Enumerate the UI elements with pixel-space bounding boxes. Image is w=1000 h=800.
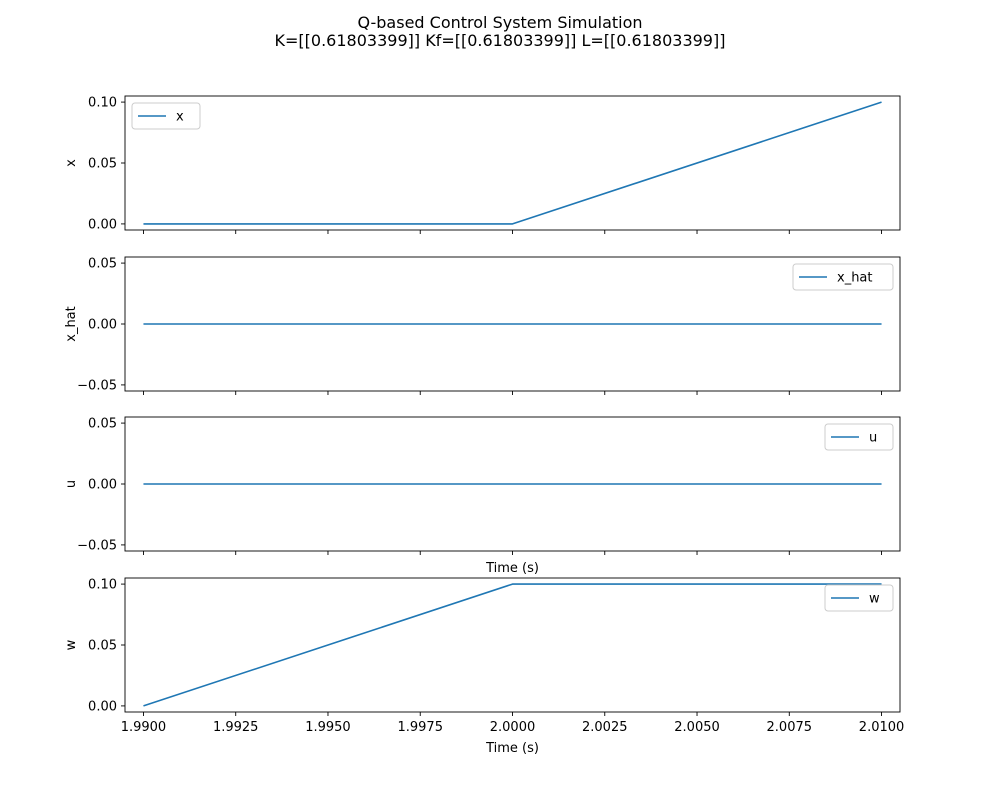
x-axis-label: Time (s): [485, 741, 539, 756]
x-tick-label: 2.0075: [767, 720, 813, 735]
subplots: 0.000.050.10xx−0.050.000.05x_hatx_hat−0.…: [64, 95, 905, 756]
series-line-w: [143, 583, 882, 707]
legend-label: w: [869, 592, 880, 607]
legend-box: [792, 263, 894, 291]
subplot-3: −0.05 0.00 0.05 u Time (s) u: [64, 416, 901, 576]
series-line-x: [143, 101, 882, 225]
chart-title: Q-based Control System Simulation: [357, 13, 642, 32]
y-axis-label: x: [64, 159, 79, 167]
x-tick-label: 2.0050: [674, 720, 720, 735]
y-axis-label: u: [64, 480, 79, 488]
x-tick-label: 1.9975: [397, 720, 443, 735]
subplot-4: 0.00 0.05 0.10 1.9900 1.9925 1.9950 1.9975 2.00…: [64, 577, 905, 756]
legend: x: [131, 102, 201, 130]
y-tick-label: −0.05: [77, 538, 117, 553]
x-tick-label: 2.0000: [490, 720, 536, 735]
subplot-1: 0.00 0.05 0.10 x x: [64, 95, 901, 234]
x-axis-label: Time (s): [485, 561, 539, 576]
x-tick-label: 2.0100: [859, 720, 905, 735]
y-tick-label: 0.05: [88, 257, 117, 272]
y-tick-label: 0.00: [88, 699, 117, 714]
legend-label: x: [176, 110, 184, 125]
x-tick-label: 2.0025: [582, 720, 628, 735]
legend-label: x_hat: [837, 271, 873, 286]
legend: w: [824, 584, 894, 612]
y-axis-label: w: [64, 639, 79, 650]
y-tick-label: 0.00: [88, 478, 117, 493]
y-tick-label: 0.05: [88, 157, 117, 172]
y-tick-label: 0.00: [88, 217, 117, 232]
subplot-2: −0.05 0.00 0.05 x_hat x_hat: [64, 256, 901, 395]
y-axis-label: x_hat: [64, 306, 79, 342]
x-tick-label: 1.9925: [213, 720, 259, 735]
y-tick-label: 0.00: [88, 318, 117, 333]
chart-subtitle: K=[[0.61803399]] Kf=[[0.61803399]] L=[[0…: [275, 31, 726, 50]
x-tick-label: 1.9950: [305, 720, 351, 735]
y-tick-label: 0.10: [88, 578, 117, 593]
legend: u: [824, 423, 894, 451]
y-tick-label: −0.05: [77, 378, 117, 393]
y-tick-label: 0.10: [88, 96, 117, 111]
legend-label: u: [869, 431, 877, 446]
y-tick-label: 0.05: [88, 417, 117, 432]
legend: x_hat: [792, 263, 894, 291]
x-tick-label: 1.9900: [121, 720, 167, 735]
y-tick-label: 0.05: [88, 639, 117, 654]
